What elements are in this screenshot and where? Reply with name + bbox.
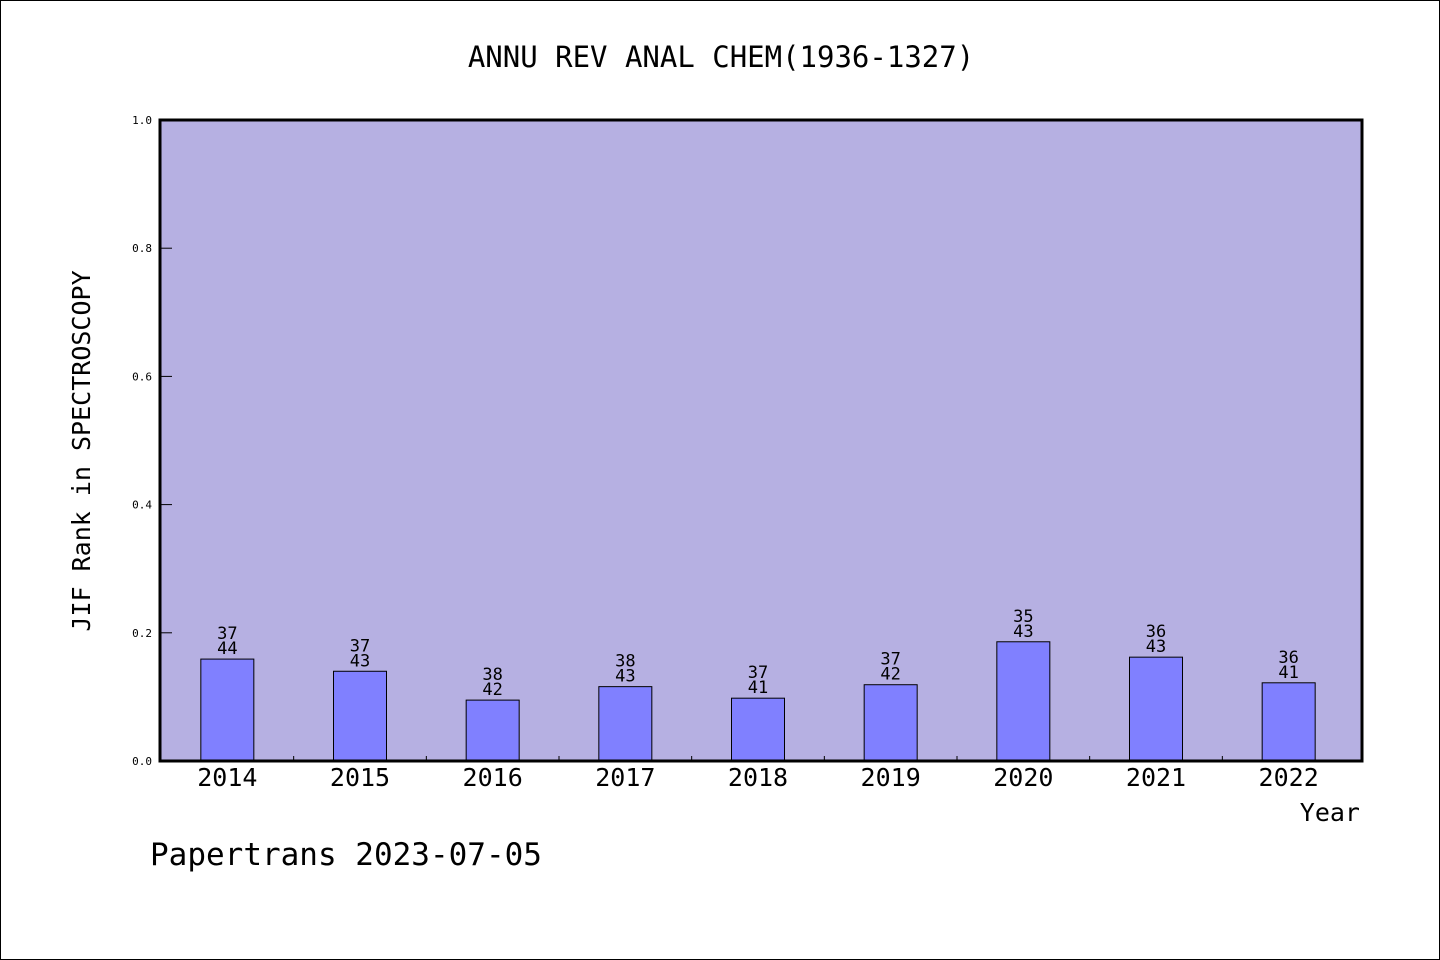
bar-2016 — [465, 699, 520, 762]
x-tick-label: 2018 — [728, 763, 788, 792]
total-label: 41 — [748, 678, 768, 698]
bar-2014 — [200, 658, 255, 762]
rank-label: 36 — [1146, 622, 1166, 642]
y-axis: 0.0 0.2 0.4 0.6 0.8 1.0 — [132, 114, 172, 768]
x-tick-label: 2017 — [595, 763, 655, 792]
y-tick-label: 0.0 — [132, 755, 152, 768]
x-tick-label: 2019 — [861, 763, 921, 792]
x-tick-label: 2021 — [1126, 763, 1186, 792]
total-label: 43 — [1013, 622, 1033, 642]
bar-2015 — [333, 670, 387, 762]
bar-2018 — [731, 697, 785, 762]
plot-area — [160, 120, 1362, 761]
bar-2019 — [863, 684, 918, 762]
total-label: 43 — [350, 651, 370, 671]
y-tick-label: 0.8 — [132, 242, 152, 255]
y-tick-label: 0.4 — [132, 499, 152, 512]
bar-2021 — [1129, 656, 1183, 762]
total-label: 42 — [482, 680, 502, 700]
rank-label: 37 — [350, 636, 370, 656]
total-label: 44 — [217, 639, 237, 659]
rank-label: 38 — [482, 665, 502, 685]
rank-label: 37 — [217, 624, 237, 644]
rank-label: 35 — [1013, 607, 1033, 627]
rank-label: 38 — [615, 652, 635, 672]
y-tick-label: 0.2 — [132, 627, 152, 640]
rank-label: 37 — [880, 650, 900, 670]
bar-2017 — [598, 686, 653, 762]
x-axis-label: Year — [1300, 798, 1360, 827]
x-tick-label: 2014 — [197, 763, 257, 792]
x-tick-label: 2016 — [463, 763, 523, 792]
y-tick-label: 1.0 — [132, 114, 152, 127]
total-label: 43 — [1146, 637, 1166, 657]
y-axis-label: JIF Rank in SPECTROSCOPY — [67, 270, 96, 631]
bars — [200, 641, 1316, 762]
footer-credit: Papertrans 2023-07-05 — [150, 837, 542, 873]
x-axis-labels: 2014 2015 2016 2017 2018 2019 2020 2021 2022 — [197, 763, 1319, 792]
bar-2022 — [1261, 682, 1316, 762]
bar-2020 — [996, 641, 1051, 762]
total-label: 43 — [615, 667, 635, 687]
x-tick-label: 2020 — [993, 763, 1053, 792]
plot-frame — [158, 118, 1364, 763]
x-tick-label: 2022 — [1259, 763, 1319, 792]
chart-title: ANNU REV ANAL CHEM(1936-1327) — [468, 40, 974, 74]
rank-label: 36 — [1278, 648, 1298, 668]
x-tick-label: 2015 — [330, 763, 390, 792]
rank-label: 37 — [748, 663, 768, 683]
y-tick-label: 0.6 — [132, 370, 152, 383]
total-label: 42 — [880, 665, 900, 685]
total-label: 41 — [1278, 663, 1298, 683]
